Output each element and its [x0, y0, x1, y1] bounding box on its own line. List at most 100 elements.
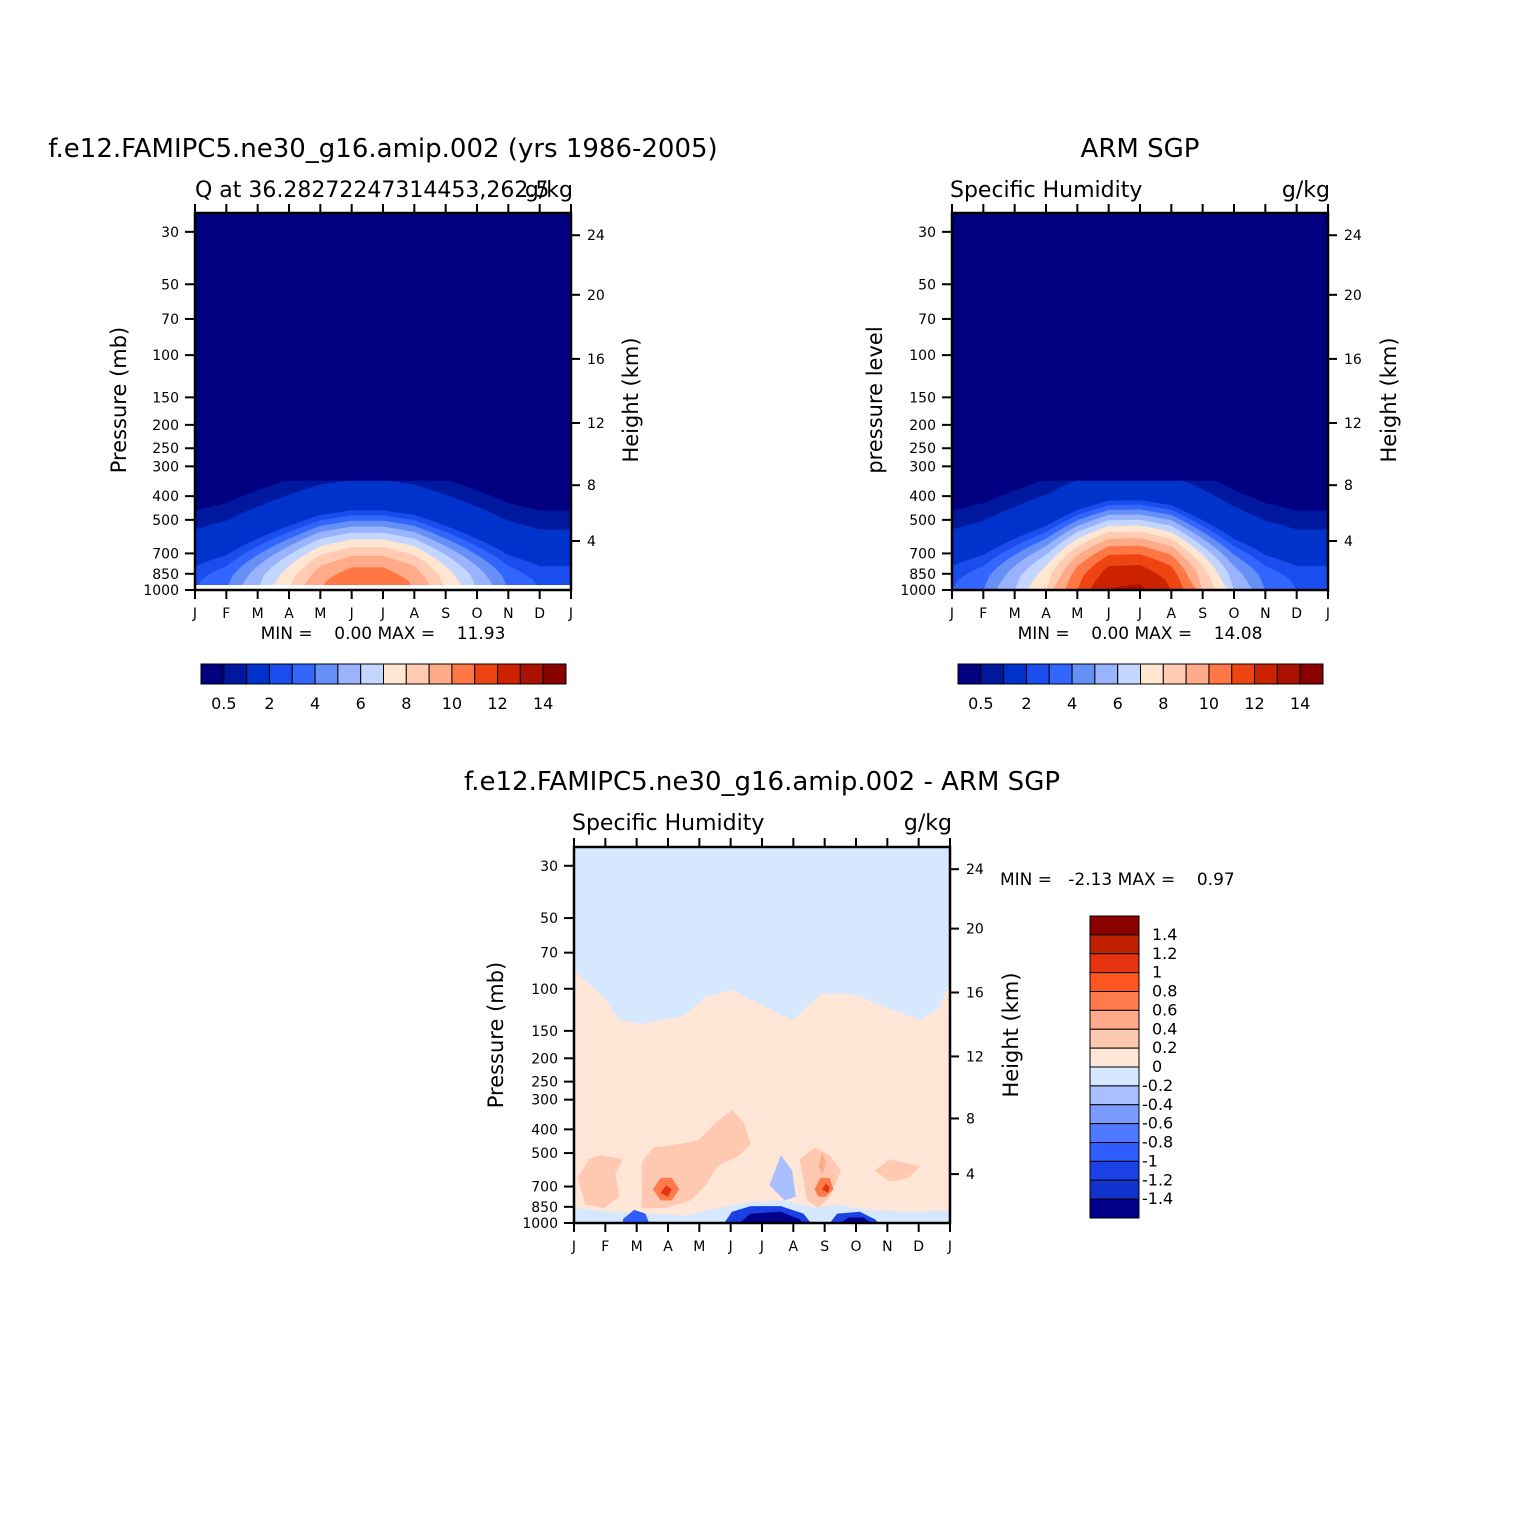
panel-obs-colorbar-swatch [1071, 663, 1096, 685]
panel-diff-x-tick-label: A [789, 1239, 799, 1255]
panel-diff-colorbar-swatch [1089, 1028, 1140, 1049]
panel-diff-y-tick-label: 300 [531, 1093, 558, 1109]
panel-obs-y2-tick-label: 12 [1344, 416, 1362, 432]
panel-diff-colorbar-label: -1.2 [1142, 1170, 1173, 1189]
panel-diff-y2-tick-label: 12 [966, 1049, 984, 1065]
panel-diff-colorbar-swatch [1089, 915, 1140, 936]
panel-model-x-tick-label: J [192, 606, 197, 622]
panel-diff-colorbar-label: 0.8 [1152, 982, 1177, 1001]
panel-diff-x-tick-label: M [693, 1239, 705, 1255]
panel-obs-left-label: Specific Humidity [950, 178, 1142, 203]
panel-model-y-axis-label: Pressure (mb) [107, 327, 131, 474]
panel-diff-y-tick-label: 250 [531, 1075, 558, 1091]
panel-diff-contour-positive [874, 1159, 920, 1182]
panel-model: f.e12.FAMIPC5.ne30_g16.amip.002 (yrs 198… [48, 134, 717, 713]
panel-diff-y-tick-label: 500 [531, 1146, 558, 1162]
panel-diff-contour-negative [769, 1155, 796, 1201]
panel-model-colorbar-swatch [519, 663, 544, 685]
panel-diff-x-tick-label: A [663, 1239, 673, 1255]
panel-diff: f.e12.FAMIPC5.ne30_g16.amip.002 - ARM SG… [464, 767, 1235, 1255]
panel-obs-y2-tick-label: 8 [1344, 478, 1353, 494]
panel-obs-colorbar-label: 8 [1158, 694, 1168, 713]
panel-diff-y-tick-label: 700 [531, 1180, 558, 1196]
panel-model-colorbar-swatch [268, 663, 293, 685]
panel-model-colorbar-label: 10 [442, 694, 462, 713]
panel-obs-colorbar-swatch [1003, 663, 1027, 685]
panel-model-x-tick-label: A [284, 606, 294, 622]
panel-obs-y-tick-label: 400 [909, 489, 936, 505]
panel-model-colorbar-label: 12 [487, 694, 507, 713]
panel-obs-y-tick-label: 150 [909, 390, 936, 406]
panel-obs-x-tick-label: J [949, 606, 954, 622]
panel-diff-colorbar: 1.41.210.80.60.40.20-0.2-0.4-0.6-0.8-1-1… [1089, 915, 1177, 1219]
panel-obs-colorbar-swatch [1231, 663, 1256, 685]
panel-diff-y-axis-label: Pressure (mb) [484, 962, 508, 1109]
panel-obs-y2-tick-label: 4 [1344, 534, 1353, 550]
panel-diff-colorbar-label: 0.2 [1152, 1038, 1177, 1057]
panel-diff-contour-negative-min [841, 1217, 871, 1223]
panel-model-colorbar-swatch [405, 663, 430, 685]
panel-diff-colorbar-swatch [1089, 972, 1140, 992]
panel-obs-x-tick-label: M [1009, 606, 1021, 622]
panel-diff-contour-positive [577, 1155, 623, 1208]
panel-obs-y2-tick-label: 20 [1344, 288, 1362, 304]
panel-obs-x-tick-label: J [1137, 606, 1142, 622]
panel-model-colorbar-label: 2 [264, 694, 274, 713]
panel-diff-contour-negative-min [739, 1211, 804, 1223]
panel-diff-y-tick-label: 200 [531, 1051, 558, 1067]
panel-model-x-tick-label: S [441, 606, 450, 622]
panel-model-colorbar-swatch [451, 663, 476, 685]
panel-model-colorbar: 0.5 2 4 6 8 10 12 14 [200, 663, 567, 713]
panel-diff-x-tick-label: J [947, 1239, 952, 1255]
panel-obs-y-tick-label: 200 [909, 418, 936, 434]
panel-model-y-tick-label: 500 [152, 513, 179, 529]
panel-obs-x-tick-label: J [1325, 606, 1330, 622]
panel-diff-x-tick-label: S [820, 1239, 829, 1255]
panel-model-x-tick-label: M [314, 606, 326, 622]
panel-diff-y-tick-label: 50 [540, 911, 558, 927]
panel-diff-y2-tick-label: 16 [966, 986, 984, 1002]
panel-model-x-tick-label: F [222, 606, 230, 622]
panel-obs-frame [950, 211, 1330, 592]
panel-model-y-tick-label: 700 [152, 546, 179, 562]
panel-model-y2-tick-label: 8 [587, 478, 596, 494]
panel-model-colorbar-label: 8 [401, 694, 411, 713]
panel-model-y-tick-label: 70 [161, 312, 179, 328]
panel-obs-y-tick-label: 300 [909, 459, 936, 475]
panel-diff-colorbar-label: 0.4 [1152, 1019, 1177, 1038]
panel-diff-colorbar-swatch [1089, 1123, 1140, 1143]
panel-obs-colorbar-swatch [1140, 663, 1164, 685]
panel-diff-contour-positive-core [818, 1151, 826, 1175]
panel-model-contour-level [195, 567, 571, 590]
panel-obs-x-tick-label: M [1071, 606, 1083, 622]
panel-obs-x-tick-label: A [1041, 606, 1051, 622]
panel-diff-colorbar-label: -1 [1142, 1151, 1158, 1170]
panel-diff-colorbar-swatch [1089, 1104, 1140, 1125]
panel-obs-y2-axis-label: Height (km) [1377, 337, 1401, 462]
panel-diff-x-tick-label: N [882, 1239, 892, 1255]
panel-model-colorbar-swatch [383, 663, 407, 685]
panel-diff-min-max: MIN = -2.13 MAX = 0.97 [1000, 870, 1235, 890]
panel-diff-x-tick-label: M [631, 1239, 643, 1255]
panel-obs-y-tick-label: 50 [918, 277, 936, 293]
panel-model-colorbar-swatch [360, 663, 384, 685]
panel-diff-x-tick-label: F [601, 1239, 609, 1255]
panel-model-colorbar-swatch [428, 663, 453, 685]
panel-model-colorbar-swatch [542, 663, 567, 685]
panel-diff-y2-tick-label: 20 [966, 922, 984, 938]
panel-diff-title: f.e12.FAMIPC5.ne30_g16.amip.002 - ARM SG… [464, 767, 1060, 797]
panel-diff-y-tick-label: 30 [540, 859, 558, 875]
panel-diff-frame [572, 845, 952, 1225]
panel-model-colorbar-swatch [314, 663, 339, 685]
panel-diff-y2-axis-label: Height (km) [999, 972, 1023, 1097]
panel-diff-y-tick-label: 1000 [522, 1216, 558, 1232]
panel-obs-colorbar-swatch [1276, 663, 1301, 685]
panel-diff-colorbar-swatch [1089, 1142, 1140, 1162]
panel-obs-x-tick-label: A [1167, 606, 1177, 622]
panel-model-y2-tick-label: 12 [587, 416, 605, 432]
panel-diff-y2-tick-label: 8 [966, 1111, 975, 1127]
panel-model-x-tick-label: A [410, 606, 420, 622]
panel-diff-x-tick-label: J [571, 1239, 576, 1255]
panel-obs-title: ARM SGP [1081, 134, 1200, 164]
